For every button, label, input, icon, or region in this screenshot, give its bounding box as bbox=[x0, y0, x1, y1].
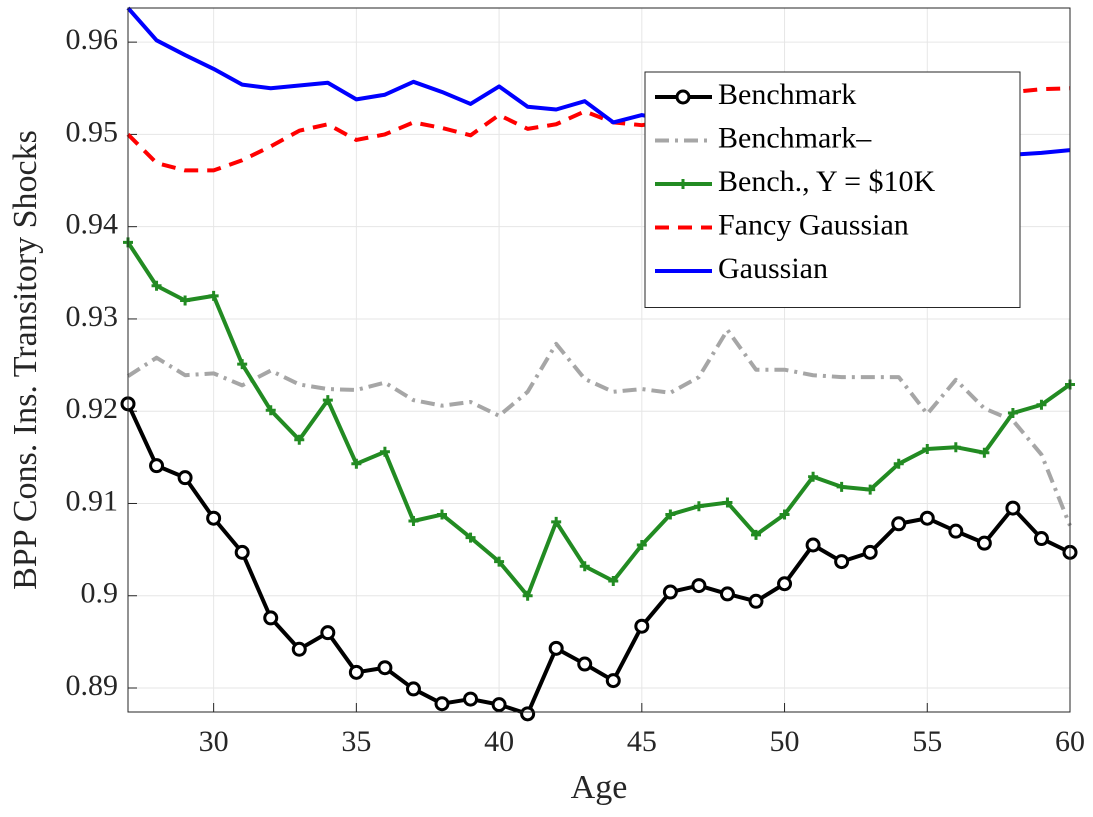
marker bbox=[465, 532, 476, 543]
marker bbox=[891, 516, 907, 532]
marker bbox=[719, 586, 735, 602]
marker bbox=[177, 470, 193, 486]
legend-box bbox=[644, 71, 1021, 308]
marker bbox=[434, 696, 450, 712]
x-tick-label: 55 bbox=[912, 725, 942, 758]
plot-border bbox=[127, 7, 1071, 713]
marker bbox=[437, 509, 447, 520]
legend-label: Bench., Y = $10K bbox=[718, 165, 935, 198]
x-tick-label: 40 bbox=[484, 725, 514, 758]
marker bbox=[893, 458, 904, 469]
marker bbox=[634, 618, 650, 634]
marker bbox=[922, 444, 933, 455]
marker bbox=[294, 434, 305, 445]
marker bbox=[234, 544, 250, 560]
marker bbox=[722, 497, 733, 508]
marker bbox=[579, 561, 590, 572]
marker bbox=[377, 660, 393, 676]
marker bbox=[263, 610, 279, 626]
y-tick-label: 0.93 bbox=[66, 300, 119, 333]
marker bbox=[865, 484, 876, 495]
series-line bbox=[126, 328, 1072, 527]
x-tick-label: 35 bbox=[341, 725, 371, 758]
marker bbox=[520, 706, 536, 722]
marker bbox=[836, 481, 847, 492]
marker bbox=[322, 395, 333, 406]
marker bbox=[320, 625, 336, 641]
marker bbox=[751, 529, 761, 540]
y-tick-label: 0.89 bbox=[66, 669, 119, 702]
series-line bbox=[126, 402, 1071, 716]
marker bbox=[494, 556, 505, 567]
x-axis-label: Age bbox=[571, 769, 628, 806]
marker bbox=[577, 656, 593, 672]
marker bbox=[662, 584, 678, 600]
marker bbox=[678, 179, 688, 189]
y-tick-label: 0.95 bbox=[66, 115, 119, 148]
marker bbox=[405, 681, 421, 697]
y-axis-label: BPP Cons. Ins. Transitory Shocks bbox=[7, 130, 44, 590]
marker bbox=[265, 405, 276, 416]
marker bbox=[805, 537, 821, 553]
marker bbox=[208, 290, 219, 301]
marker bbox=[691, 578, 707, 594]
marker bbox=[291, 641, 307, 657]
marker bbox=[748, 593, 764, 609]
marker bbox=[808, 471, 819, 482]
marker bbox=[675, 89, 691, 105]
x-tick-label: 45 bbox=[627, 725, 657, 758]
marker bbox=[237, 359, 248, 370]
marker bbox=[548, 640, 564, 656]
marker bbox=[408, 516, 419, 527]
y-tick-label: 0.9 bbox=[81, 577, 119, 610]
marker bbox=[950, 442, 961, 453]
marker bbox=[636, 539, 647, 550]
y-tick-label: 0.94 bbox=[66, 208, 119, 241]
marker bbox=[919, 510, 935, 526]
marker bbox=[463, 691, 479, 707]
marker bbox=[379, 446, 390, 457]
legend-label: Benchmark– bbox=[718, 121, 872, 154]
marker bbox=[522, 590, 533, 601]
marker bbox=[1036, 399, 1047, 410]
marker bbox=[693, 501, 704, 512]
x-tick-label: 50 bbox=[770, 725, 800, 758]
marker bbox=[180, 295, 191, 306]
marker bbox=[976, 535, 992, 551]
y-tick-label: 0.92 bbox=[66, 392, 119, 425]
marker bbox=[605, 673, 621, 689]
y-tick-label: 0.96 bbox=[66, 23, 119, 56]
marker bbox=[1033, 531, 1049, 547]
marker bbox=[608, 575, 619, 586]
marker bbox=[1005, 500, 1021, 516]
marker bbox=[491, 697, 507, 713]
marker bbox=[348, 664, 364, 680]
marker bbox=[151, 280, 162, 291]
marker bbox=[979, 447, 990, 458]
marker bbox=[351, 458, 362, 469]
marker bbox=[1007, 408, 1018, 419]
marker bbox=[777, 576, 793, 592]
legend-label: Benchmark bbox=[718, 78, 856, 111]
legend-label: Fancy Gaussian bbox=[718, 208, 909, 241]
marker bbox=[862, 544, 878, 560]
series-line bbox=[126, 241, 1072, 598]
marker bbox=[149, 458, 165, 474]
y-tick-label: 0.91 bbox=[66, 484, 119, 517]
marker bbox=[551, 516, 562, 527]
marker bbox=[834, 554, 850, 570]
x-tick-label: 60 bbox=[1055, 725, 1085, 758]
legend-label: Gaussian bbox=[718, 252, 828, 285]
marker bbox=[948, 523, 964, 539]
marker bbox=[206, 510, 222, 526]
marker bbox=[779, 509, 790, 520]
x-tick-label: 30 bbox=[199, 725, 229, 758]
marker bbox=[665, 509, 676, 520]
